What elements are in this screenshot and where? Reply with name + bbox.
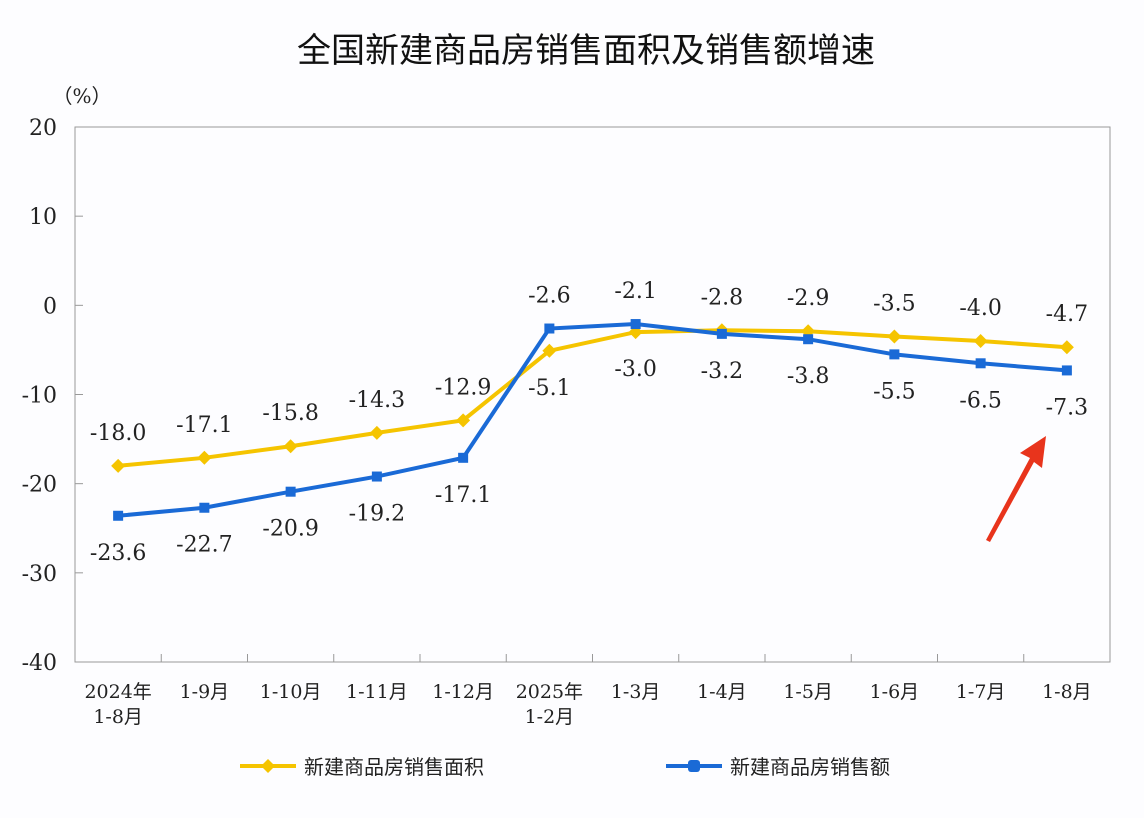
data-label: -17.1 bbox=[176, 413, 232, 438]
x-tick-label: 1-3月 bbox=[611, 681, 661, 703]
legend-label: 新建商品房销售面积 bbox=[304, 755, 484, 779]
data-point-square bbox=[716, 328, 727, 339]
data-point-diamond bbox=[542, 343, 557, 358]
data-point-diamond bbox=[283, 439, 298, 454]
data-point-square bbox=[889, 349, 900, 360]
data-label: -4.7 bbox=[1046, 302, 1088, 327]
y-axis-unit: （%） bbox=[52, 84, 111, 108]
y-tick-label: -30 bbox=[22, 562, 57, 587]
x-tick-label: 1-10月 bbox=[260, 681, 322, 703]
legend-marker-square bbox=[688, 760, 700, 772]
data-label: -23.6 bbox=[90, 541, 146, 566]
data-label: -2.1 bbox=[614, 279, 656, 304]
x-tick-label: 1-4月 bbox=[697, 681, 747, 703]
data-label: -3.0 bbox=[614, 357, 656, 382]
data-label: -3.2 bbox=[701, 359, 743, 384]
plot-area bbox=[74, 126, 1111, 663]
data-point-diamond bbox=[111, 458, 126, 473]
series-line-1 bbox=[117, 322, 1068, 518]
data-point-diamond bbox=[1059, 340, 1074, 355]
data-point-square bbox=[371, 471, 382, 482]
data-label: -7.3 bbox=[1046, 395, 1088, 420]
y-tick-label: -40 bbox=[22, 651, 57, 676]
x-tick-label: 1-8月 bbox=[1042, 681, 1092, 703]
x-tick-label: 1-6月 bbox=[870, 681, 920, 703]
data-label: -18.0 bbox=[90, 421, 146, 446]
data-point-diamond bbox=[887, 329, 902, 344]
x-tick-label: 2024年 bbox=[84, 681, 151, 703]
y-tick-label: 0 bbox=[43, 294, 57, 319]
x-tick-label: 1-8月 bbox=[93, 706, 143, 728]
data-point-square bbox=[458, 452, 469, 463]
x-tick-label: 1-2月 bbox=[525, 706, 575, 728]
data-point-square bbox=[113, 510, 124, 521]
series-line-0 bbox=[117, 328, 1068, 468]
data-point-square bbox=[1061, 365, 1072, 376]
x-tick-label: 1-5月 bbox=[783, 681, 833, 703]
y-tick-label: -10 bbox=[22, 384, 57, 409]
y-tick-label: 20 bbox=[29, 116, 57, 141]
data-point-diamond bbox=[456, 413, 471, 428]
data-label: -15.8 bbox=[262, 401, 318, 426]
data-label: -17.1 bbox=[435, 483, 491, 508]
data-label: -12.9 bbox=[435, 375, 491, 400]
data-label: -2.6 bbox=[528, 284, 570, 309]
data-point-square bbox=[199, 502, 210, 513]
data-point-square bbox=[544, 323, 555, 334]
red-arrow-annotation bbox=[986, 436, 1046, 542]
data-label: -5.1 bbox=[528, 376, 570, 401]
data-label: -22.7 bbox=[176, 533, 232, 558]
data-label: -2.8 bbox=[701, 285, 743, 310]
x-tick-label: 1-12月 bbox=[432, 681, 494, 703]
data-label: -5.5 bbox=[873, 379, 915, 404]
x-tick-label: 2025年 bbox=[516, 681, 583, 703]
data-label: -4.0 bbox=[959, 296, 1001, 321]
x-tick-label: 1-7月 bbox=[956, 681, 1006, 703]
data-label: -2.9 bbox=[787, 286, 829, 311]
data-point-square bbox=[630, 319, 641, 330]
data-point-diamond bbox=[197, 450, 212, 465]
chart-title: 全国新建商品房销售面积及销售额增速 bbox=[297, 31, 875, 71]
data-point-square bbox=[803, 334, 814, 345]
data-point-diamond bbox=[369, 425, 384, 440]
y-tick-label: 10 bbox=[29, 205, 57, 230]
x-tick-label: 1-9月 bbox=[180, 681, 230, 703]
data-label: -20.9 bbox=[262, 517, 318, 542]
x-tick-label: 1-11月 bbox=[346, 681, 408, 703]
data-label: -14.3 bbox=[349, 388, 405, 413]
legend-label: 新建商品房销售额 bbox=[730, 755, 890, 779]
data-label: -3.8 bbox=[787, 364, 829, 389]
legend-marker-diamond bbox=[261, 759, 275, 773]
data-point-square bbox=[975, 358, 986, 369]
data-label: -3.5 bbox=[873, 292, 915, 317]
data-point-square bbox=[285, 486, 296, 497]
y-tick-label: -20 bbox=[22, 473, 57, 498]
data-label: -6.5 bbox=[959, 388, 1001, 413]
data-label: -19.2 bbox=[349, 502, 405, 527]
data-point-diamond bbox=[973, 334, 988, 348]
